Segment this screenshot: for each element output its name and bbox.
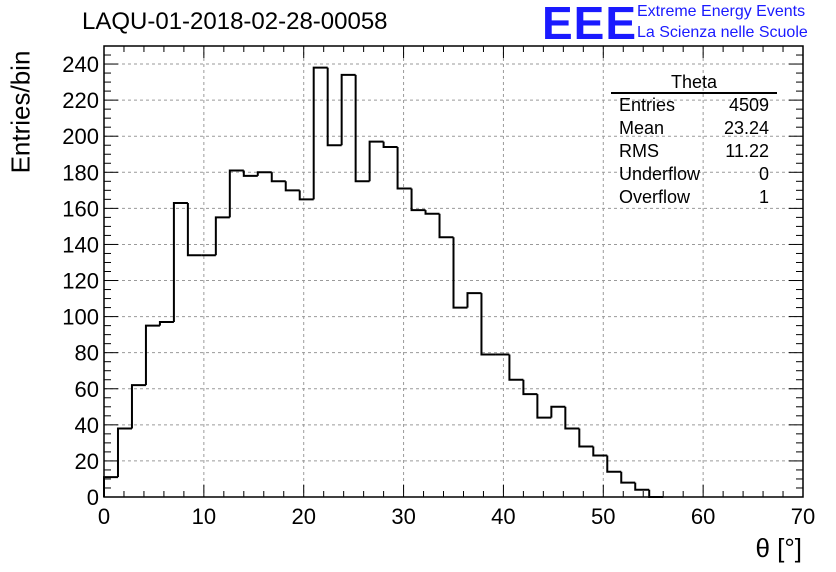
histogram-bin: [466, 292, 482, 308]
histogram-bin: [382, 141, 398, 149]
y-tick-label: 60: [75, 377, 99, 402]
stats-label: Overflow: [619, 187, 691, 207]
histogram-bin: [284, 181, 300, 192]
eee-logo-mark: EEE: [542, 0, 638, 49]
stats-label: Underflow: [619, 164, 701, 184]
y-tick-label: 20: [75, 449, 99, 474]
stats-row-overflow: Overflow 1: [611, 186, 777, 209]
y-tick-label: 0: [87, 485, 99, 510]
histogram-bin: [326, 67, 342, 147]
x-tick-label: 60: [691, 504, 715, 529]
histogram-bin: [620, 471, 636, 484]
eee-logo-line2: La Scienza nelle Scuole: [637, 24, 808, 41]
chart-title: LAQU-01-2018-02-28-00058: [82, 8, 388, 35]
histogram-bin: [158, 321, 174, 326]
stats-value: 1: [758, 187, 769, 207]
eee-logo-line1: Extreme Energy Events: [637, 3, 806, 20]
y-tick-label: 180: [62, 160, 99, 185]
histogram-bin: [550, 405, 566, 418]
histogram-bin: [536, 394, 552, 419]
x-tick-label: 10: [192, 504, 216, 529]
y-tick-label: 240: [62, 52, 99, 77]
histogram-bin: [312, 66, 328, 200]
histogram-bin: [606, 455, 622, 473]
y-tick-label: 140: [62, 232, 99, 257]
histogram-bin: [480, 293, 496, 356]
stats-title: Theta: [611, 72, 777, 94]
y-tick-label: 220: [62, 88, 99, 113]
histogram-bin: [410, 188, 426, 212]
stats-value: 11.22: [725, 141, 769, 161]
stats-row-entries: Entries 4509: [611, 94, 777, 117]
histogram-bin: [438, 213, 454, 239]
y-tick-label: 200: [62, 124, 99, 149]
histogram-bin: [522, 379, 538, 396]
histogram-bin: [578, 428, 594, 448]
histogram-bin: [340, 73, 356, 146]
stats-label: Mean: [619, 118, 665, 138]
stats-row-underflow: Underflow 0: [611, 163, 777, 186]
stats-label: Entries: [619, 95, 676, 115]
histogram-bin: [228, 169, 244, 218]
x-tick-label: 40: [491, 504, 515, 529]
histogram-bin: [564, 406, 580, 430]
stats-value: 4509: [728, 95, 769, 115]
histogram-bin: [424, 210, 440, 215]
histogram-bin: [172, 201, 188, 323]
histogram-bin: [634, 482, 650, 491]
x-tick-label: 20: [291, 504, 315, 529]
histogram-bin: [368, 140, 384, 182]
histogram-bin: [103, 476, 118, 497]
x-tick-label: 30: [391, 504, 415, 529]
y-tick-label: 120: [62, 269, 99, 294]
stats-label: RMS: [619, 141, 659, 161]
stats-value: 23.24: [723, 118, 769, 138]
histogram-bin: [452, 237, 468, 309]
histogram-bin: [242, 170, 258, 177]
histogram-bin: [270, 172, 286, 183]
histogram-bin: [298, 190, 314, 201]
histogram-bin: [144, 324, 160, 386]
histogram-bin: [116, 427, 132, 478]
histogram-bin: [354, 74, 370, 183]
y-tick-label: 40: [75, 413, 99, 438]
histogram-bin: [256, 171, 272, 176]
histogram-bin: [592, 446, 608, 457]
histogram-bin: [508, 354, 524, 381]
y-tick-label: 100: [62, 305, 99, 330]
stats-box: Theta Entries 4509 Mean 23.24 RMS 11.22 …: [611, 72, 777, 209]
histogram-bin: [186, 202, 202, 257]
x-axis-label: θ [°]: [755, 533, 802, 563]
x-tick-label: 50: [591, 504, 615, 529]
x-tick-label: 70: [791, 504, 815, 529]
histogram-bin: [396, 147, 412, 190]
y-tick-label: 160: [62, 196, 99, 221]
y-tick-label: 80: [75, 341, 99, 366]
histogram-bin: [214, 216, 230, 256]
histogram-bin: [130, 384, 146, 429]
x-tick-label: 0: [98, 504, 110, 529]
histogram-bin: [648, 489, 664, 498]
y-axis-label: Entries/bin: [5, 50, 36, 174]
stats-row-mean: Mean 23.24: [611, 117, 777, 140]
stats-row-rms: RMS 11.22: [611, 140, 777, 163]
stats-value: 0: [758, 164, 769, 184]
